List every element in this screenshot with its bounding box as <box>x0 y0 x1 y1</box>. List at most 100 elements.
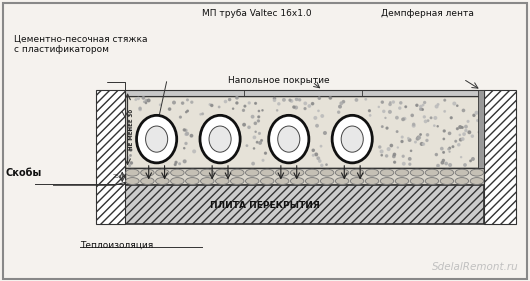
Point <box>187 133 196 138</box>
Point <box>188 100 196 105</box>
Ellipse shape <box>320 169 334 176</box>
Point <box>365 108 374 113</box>
Point <box>475 130 483 134</box>
Ellipse shape <box>200 115 240 163</box>
Point <box>183 98 192 102</box>
Ellipse shape <box>156 169 169 176</box>
Bar <box>484 90 516 225</box>
Point <box>389 100 398 104</box>
Point <box>462 128 470 133</box>
Point <box>377 153 386 157</box>
Bar <box>478 90 484 169</box>
Point <box>225 97 234 102</box>
Point <box>249 114 257 119</box>
Ellipse shape <box>410 178 423 185</box>
Ellipse shape <box>381 169 394 176</box>
Point <box>383 126 391 130</box>
Bar <box>96 90 125 225</box>
Point <box>337 101 346 105</box>
Point <box>376 145 384 149</box>
Point <box>318 114 326 118</box>
Point <box>295 98 304 102</box>
Text: ПЛИТА ПЕРЕКРЫТИЯ: ПЛИТА ПЕРЕКРЫТИЯ <box>210 201 320 210</box>
Point <box>287 99 296 103</box>
Ellipse shape <box>269 115 309 163</box>
Point <box>430 123 439 128</box>
Ellipse shape <box>410 169 423 176</box>
Point <box>182 110 190 114</box>
Point <box>377 149 386 154</box>
Point <box>293 97 301 101</box>
Point <box>315 96 323 100</box>
Point <box>254 119 263 123</box>
Point <box>395 106 404 110</box>
Point <box>421 119 430 124</box>
Point <box>314 108 323 113</box>
Point <box>171 162 180 167</box>
Point <box>290 105 298 109</box>
Point <box>381 116 390 120</box>
Point <box>434 124 442 128</box>
Point <box>140 99 148 104</box>
Point <box>240 123 249 127</box>
Point <box>198 112 207 116</box>
Point <box>404 136 413 140</box>
Point <box>413 137 422 141</box>
Point <box>379 109 388 114</box>
Point <box>466 159 475 163</box>
Text: Цементно-песочная стяжка
с пластификатором: Цементно-песочная стяжка с пластификатор… <box>14 34 147 54</box>
Point <box>431 116 439 120</box>
Point <box>416 107 425 112</box>
Point <box>182 141 190 146</box>
Point <box>251 121 260 126</box>
Ellipse shape <box>216 169 229 176</box>
Ellipse shape <box>365 178 379 185</box>
Point <box>301 106 310 111</box>
Ellipse shape <box>350 169 364 176</box>
Point <box>427 115 435 120</box>
Point <box>456 133 464 137</box>
Ellipse shape <box>305 169 319 176</box>
Point <box>258 138 266 143</box>
Ellipse shape <box>186 169 199 176</box>
Point <box>398 139 407 144</box>
Point <box>321 131 329 135</box>
Point <box>386 100 394 105</box>
Text: Напольное покрытие: Напольное покрытие <box>228 76 330 85</box>
Point <box>408 113 417 118</box>
Point <box>445 131 454 136</box>
Point <box>134 96 143 101</box>
Point <box>387 143 395 148</box>
Point <box>292 105 301 110</box>
Text: SdelalRemont.ru: SdelalRemont.ru <box>432 262 519 272</box>
Point <box>400 116 409 121</box>
Ellipse shape <box>231 178 244 185</box>
Point <box>127 148 135 152</box>
Point <box>457 155 465 159</box>
Point <box>315 159 324 163</box>
Ellipse shape <box>341 126 363 152</box>
Point <box>407 149 416 153</box>
Point <box>420 100 429 105</box>
Text: Теплоизоляция: Теплоизоляция <box>80 241 153 250</box>
Point <box>270 96 279 101</box>
Point <box>446 146 454 150</box>
Point <box>458 137 467 141</box>
Point <box>394 145 402 150</box>
Ellipse shape <box>140 169 154 176</box>
Point <box>229 106 237 111</box>
Point <box>419 103 427 107</box>
Point <box>255 109 263 113</box>
Ellipse shape <box>335 178 349 185</box>
Ellipse shape <box>395 178 409 185</box>
Point <box>444 147 453 151</box>
Bar <box>125 185 484 225</box>
Point <box>396 101 405 105</box>
Text: НЕ МЕНЕЕ 30: НЕ МЕНЕЕ 30 <box>129 109 134 150</box>
Point <box>405 138 414 142</box>
Point <box>183 109 192 113</box>
Point <box>432 104 441 109</box>
Point <box>459 108 467 113</box>
Point <box>455 142 463 147</box>
Point <box>461 163 469 167</box>
